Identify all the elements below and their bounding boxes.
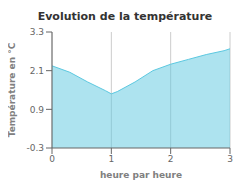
svg-text:2.1: 2.1 bbox=[30, 66, 44, 76]
svg-text:0.9: 0.9 bbox=[30, 105, 45, 115]
svg-text:heure par heure: heure par heure bbox=[100, 170, 182, 180]
svg-text:3: 3 bbox=[227, 154, 233, 164]
svg-text:0: 0 bbox=[49, 154, 55, 164]
svg-text:-0.3: -0.3 bbox=[26, 143, 44, 153]
svg-text:1: 1 bbox=[108, 154, 114, 164]
svg-text:3.3: 3.3 bbox=[30, 27, 44, 37]
html-text:Evolution de la température: Evolution de la température bbox=[37, 10, 213, 23]
svg-text:2: 2 bbox=[168, 154, 174, 164]
svg-text:Température en °C: Température en °C bbox=[8, 42, 17, 137]
